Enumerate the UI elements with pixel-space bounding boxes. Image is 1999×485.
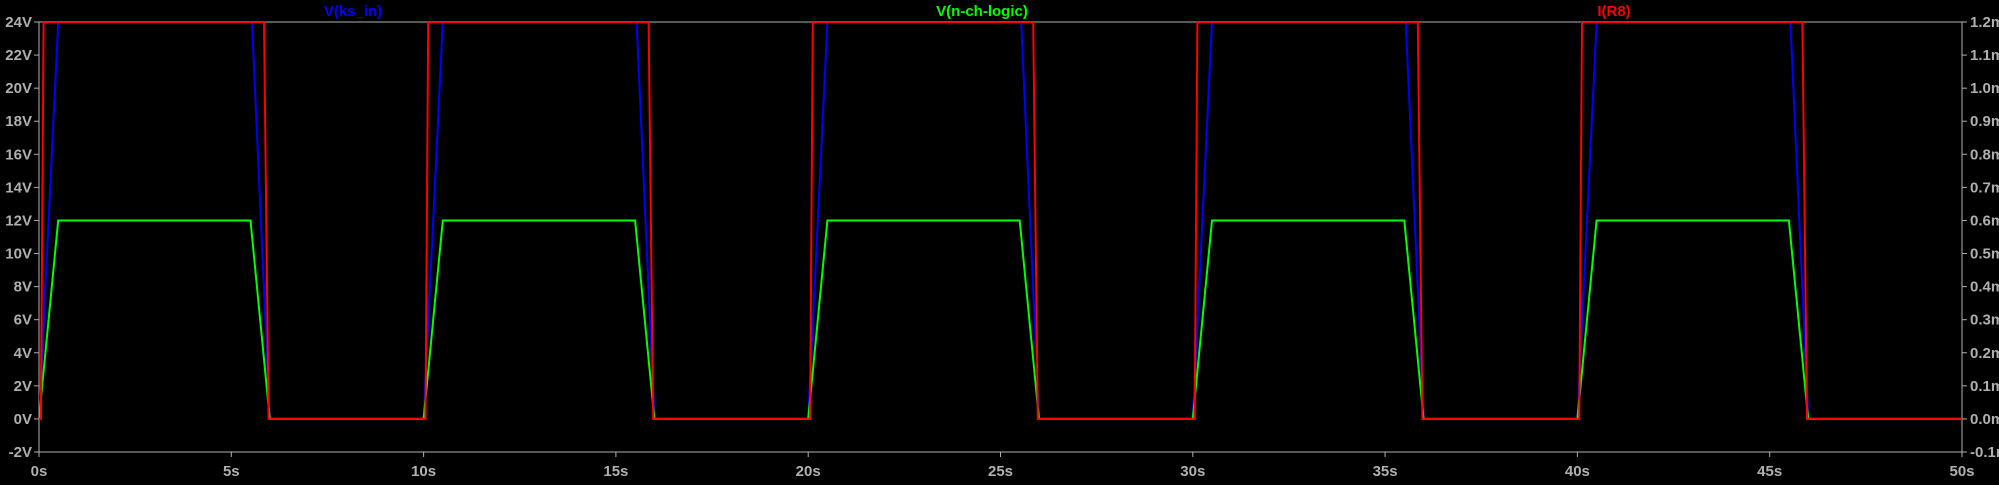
right-tick-label: 0.6mA	[1970, 212, 1999, 229]
x-tick-label: 45s	[1757, 463, 1782, 480]
right-tick-label: 1.1mA	[1970, 47, 1999, 64]
left-tick-label: 10V	[5, 246, 32, 263]
right-tick-label: 0.0mA	[1970, 411, 1999, 428]
x-tick-label: 15s	[603, 463, 628, 480]
x-tick-label: 50s	[1949, 463, 1974, 480]
bottom-axis: 0s 5s 10s 15s 20s 25s 30s 35s 40s 45s 50s	[31, 452, 1975, 480]
right-tick-label: 0.2mA	[1970, 345, 1999, 362]
x-tick-label: 40s	[1565, 463, 1590, 480]
x-tick-label: 0s	[31, 463, 48, 480]
legend[interactable]: V(ks_in) V(n-ch-logic) I(R8)	[324, 3, 1631, 20]
x-tick-label: 5s	[223, 463, 240, 480]
legend-label-i-r8[interactable]: I(R8)	[1597, 3, 1630, 20]
left-tick-label: 16V	[5, 146, 32, 163]
right-tick-label: -0.1mA	[1970, 444, 1999, 461]
legend-label-v-n-ch-logic[interactable]: V(n-ch-logic)	[936, 3, 1028, 20]
plot-frame	[38, 21, 1963, 453]
x-tick-label: 30s	[1180, 463, 1205, 480]
left-tick-label: 24V	[5, 14, 32, 31]
right-tick-label: 0.9mA	[1970, 113, 1999, 130]
right-tick-label: 0.4mA	[1970, 279, 1999, 296]
trace-v-ks-in	[39, 22, 1962, 420]
legend-label-v-ks-in[interactable]: V(ks_in)	[324, 3, 382, 20]
left-tick-label: 18V	[5, 113, 32, 130]
left-tick-label: 14V	[5, 179, 32, 196]
left-tick-label: 6V	[14, 312, 32, 329]
left-tick-label: 8V	[14, 279, 32, 296]
right-tick-label: 0.8mA	[1970, 146, 1999, 163]
right-tick-label: 0.7mA	[1970, 179, 1999, 196]
right-tick-label: 0.3mA	[1970, 312, 1999, 329]
left-tick-label: 4V	[14, 345, 32, 362]
trace-i-r8	[39, 22, 1962, 420]
trace-v-n-ch-logic	[39, 219, 1962, 420]
right-tick-label: 1.0mA	[1970, 80, 1999, 97]
left-tick-label: -2V	[9, 444, 32, 461]
traces	[39, 22, 1962, 420]
left-tick-label: 22V	[5, 47, 32, 64]
x-tick-label: 20s	[796, 463, 821, 480]
left-axis: -2V 0V 2V 4V 6V 8V 10V 12V 14V 16V 18V 20V 22V 24V	[5, 14, 39, 461]
right-tick-label: 0.1mA	[1970, 378, 1999, 395]
left-tick-label: 20V	[5, 80, 32, 97]
right-tick-label: 1.2mA	[1970, 14, 1999, 31]
right-tick-label: 0.5mA	[1970, 246, 1999, 263]
left-tick-label: 12V	[5, 212, 32, 229]
left-tick-label: 2V	[14, 378, 32, 395]
right-axis: -0.1mA 0.0mA 0.1mA 0.2mA 0.3mA 0.4mA 0.5mA 0.6m…	[1962, 14, 1999, 461]
x-tick-label: 25s	[988, 463, 1013, 480]
x-tick-label: 35s	[1373, 463, 1398, 480]
x-tick-label: 10s	[411, 463, 436, 480]
left-tick-label: 0V	[14, 411, 32, 428]
